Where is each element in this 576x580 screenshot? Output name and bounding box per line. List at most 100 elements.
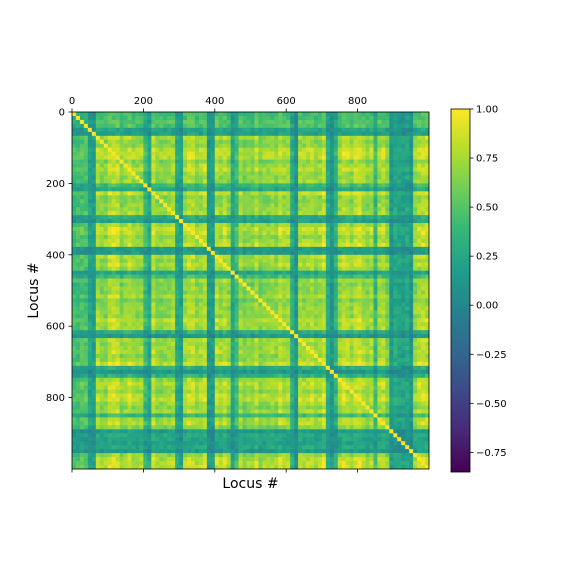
- heatmap-cell: [147, 179, 152, 184]
- heatmap-cell: [302, 254, 307, 260]
- heatmap-cell: [159, 322, 164, 327]
- heatmap-cell: [361, 310, 366, 315]
- heatmap-cell: [250, 123, 255, 129]
- heatmap-cell: [369, 322, 374, 327]
- heatmap-cell: [254, 159, 259, 164]
- heatmap-cell: [123, 250, 128, 256]
- heatmap-cell: [107, 203, 112, 208]
- heatmap-cell: [103, 167, 108, 172]
- heatmap-cell: [413, 278, 418, 283]
- heatmap-cell: [417, 294, 422, 299]
- heatmap-cell: [246, 306, 251, 311]
- heatmap-cell: [163, 139, 168, 145]
- heatmap-cell: [242, 231, 247, 236]
- heatmap-cell: [242, 151, 247, 156]
- heatmap-cell: [377, 115, 382, 121]
- heatmap-cell: [175, 151, 180, 156]
- heatmap-cell: [191, 238, 196, 244]
- heatmap-cell: [139, 314, 144, 319]
- heatmap-cell: [282, 294, 287, 299]
- heatmap-cell: [413, 286, 418, 291]
- heatmap-cell: [425, 302, 430, 307]
- heatmap-cell: [302, 286, 307, 291]
- heatmap-cell: [159, 119, 164, 125]
- heatmap-cell: [357, 155, 362, 160]
- heatmap-cell: [345, 246, 350, 252]
- heatmap-cell: [194, 322, 200, 327]
- heatmap-cell: [83, 131, 89, 137]
- heatmap-cell: [222, 254, 227, 260]
- heatmap-cell: [290, 310, 295, 315]
- heatmap-cell: [325, 274, 331, 279]
- heatmap-cell: [409, 302, 414, 307]
- heatmap-cell: [321, 250, 327, 256]
- heatmap-cell: [357, 171, 362, 176]
- heatmap-cell: [385, 286, 390, 291]
- heatmap-cell: [270, 223, 275, 228]
- heatmap-cell: [381, 266, 386, 271]
- heatmap-cell: [393, 234, 398, 240]
- heatmap-cell: [254, 278, 259, 283]
- heatmap-cell: [230, 314, 235, 319]
- heatmap-cell: [194, 302, 200, 307]
- heatmap-cell: [278, 135, 283, 141]
- heatmap-cell: [103, 223, 108, 228]
- heatmap-cell: [103, 318, 108, 323]
- heatmap-cell: [234, 294, 239, 299]
- heatmap-cell: [373, 179, 378, 184]
- heatmap-cell: [198, 147, 204, 152]
- heatmap-cell: [262, 211, 267, 216]
- heatmap-cell: [194, 278, 200, 283]
- heatmap-cell: [210, 151, 216, 156]
- heatmap-cell: [345, 179, 350, 184]
- heatmap-cell: [210, 191, 216, 196]
- heatmap-cell: [317, 147, 323, 152]
- heatmap-cell: [290, 231, 295, 236]
- heatmap-cell: [393, 115, 398, 121]
- heatmap-cell: [298, 298, 303, 303]
- heatmap-cell: [143, 258, 148, 264]
- heatmap-cell: [163, 167, 168, 172]
- heatmap-cell: [91, 183, 97, 188]
- heatmap-cell: [210, 234, 216, 240]
- heatmap-cell: [357, 163, 362, 168]
- heatmap-cell: [361, 139, 366, 145]
- heatmap-cell: [72, 139, 77, 145]
- heatmap-cell: [377, 187, 382, 192]
- heatmap-cell: [191, 203, 196, 208]
- heatmap-cell: [115, 286, 120, 291]
- heatmap-cell: [306, 147, 311, 152]
- heatmap-cell: [278, 322, 283, 327]
- heatmap-cell: [409, 175, 414, 180]
- heatmap-cell: [417, 211, 422, 216]
- heatmap-cell: [397, 266, 402, 271]
- heatmap-cell: [258, 242, 263, 248]
- heatmap-cell: [361, 254, 366, 260]
- heatmap-cell: [262, 266, 267, 271]
- heatmap-cell: [147, 151, 152, 156]
- heatmap-cell: [377, 238, 382, 244]
- heatmap-cell: [87, 139, 93, 145]
- heatmap-cell: [286, 171, 291, 176]
- heatmap-cell: [191, 139, 196, 145]
- heatmap-cell: [246, 234, 251, 240]
- heatmap-cell: [135, 250, 140, 256]
- heatmap-cell: [143, 278, 148, 283]
- heatmap-cell: [179, 207, 184, 212]
- heatmap-cell: [210, 131, 216, 137]
- heatmap-cell: [385, 151, 390, 156]
- heatmap-cell: [274, 302, 279, 307]
- heatmap-cell: [302, 163, 307, 168]
- heatmap-cell: [409, 155, 414, 160]
- heatmap-cell: [290, 314, 295, 319]
- heatmap-cell: [99, 310, 105, 315]
- heatmap-cell: [310, 163, 315, 168]
- heatmap-cell: [341, 171, 346, 176]
- heatmap-cell: [175, 139, 180, 145]
- heatmap-cell: [226, 242, 231, 248]
- heatmap-cell: [405, 227, 410, 232]
- heatmap-cell: [357, 127, 362, 133]
- heatmap-cell: [187, 159, 192, 164]
- heatmap-cell: [83, 318, 89, 323]
- heatmap-cell: [337, 290, 343, 295]
